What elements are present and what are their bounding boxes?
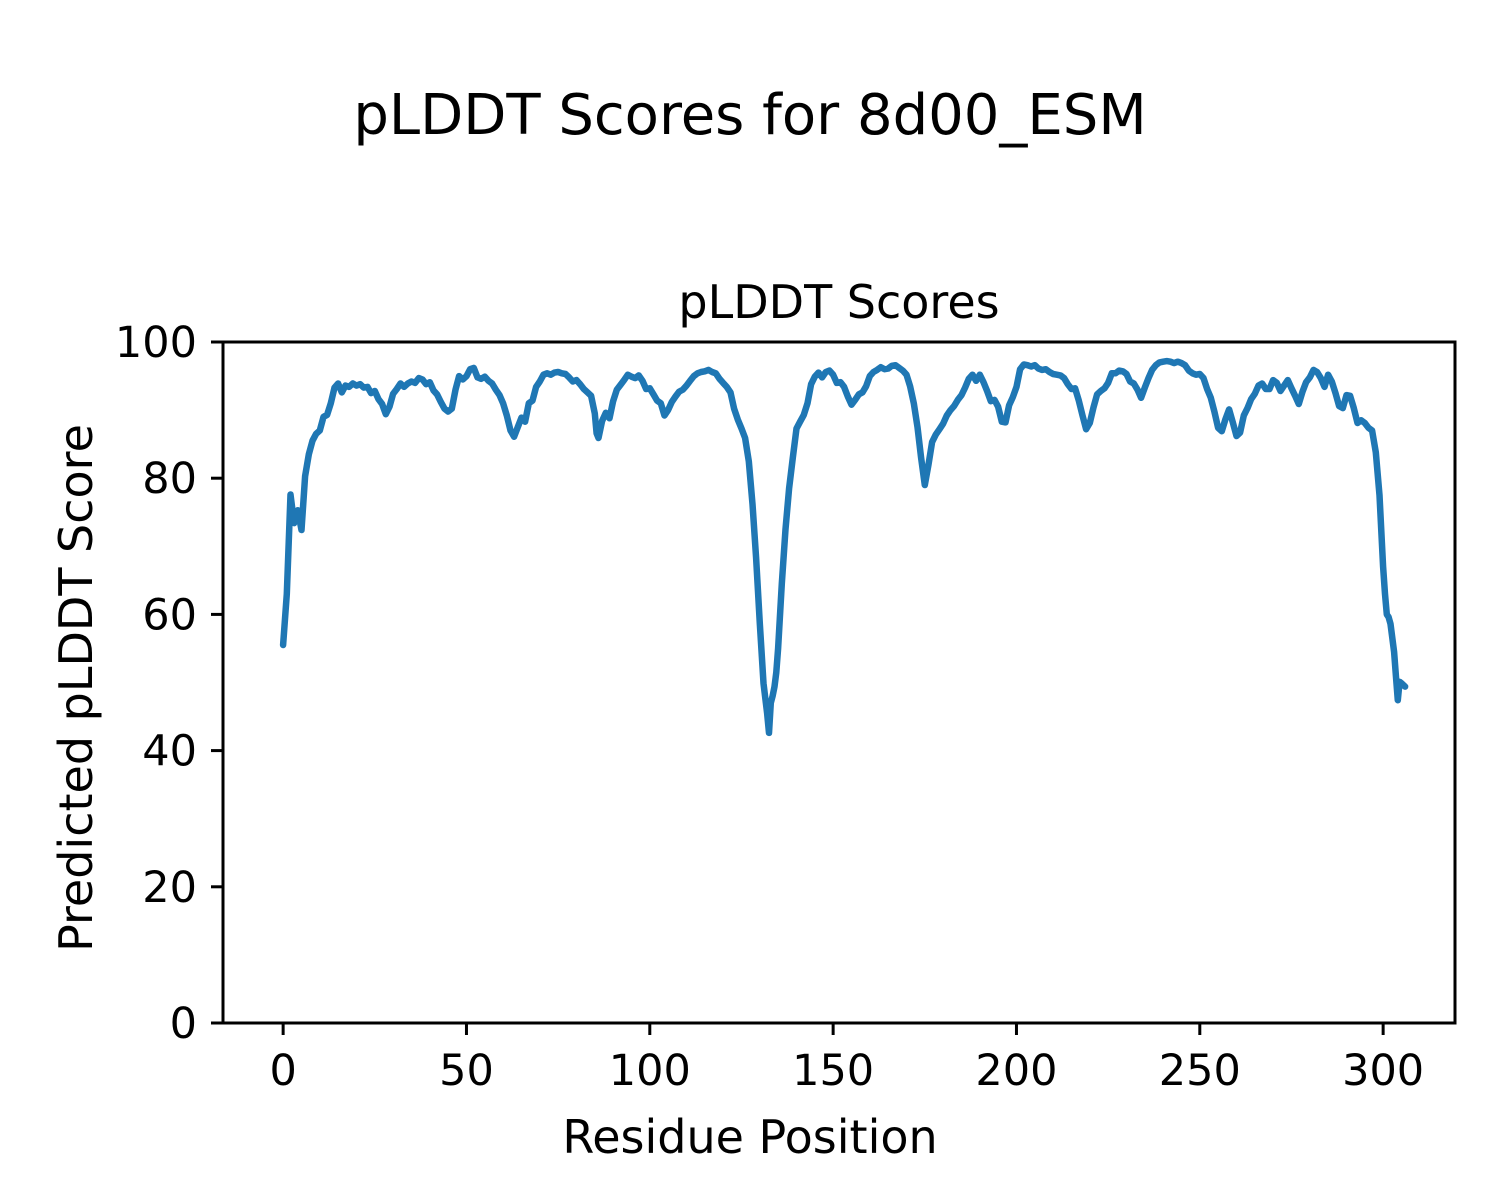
x-axis-label: Residue Position: [562, 1110, 938, 1164]
x-tick-label: 0: [269, 1046, 296, 1096]
x-tick-label: 200: [975, 1046, 1057, 1096]
y-tick-label: 0: [170, 999, 197, 1049]
x-tick-label: 300: [1342, 1046, 1424, 1096]
x-tick-label: 150: [792, 1046, 874, 1096]
y-tick-label: 20: [142, 863, 197, 913]
x-tick-label: 50: [439, 1046, 494, 1096]
x-tick-label: 250: [1159, 1046, 1241, 1096]
figure-title: pLDDT Scores for 8d00_ESM: [353, 83, 1147, 148]
x-tick-label: 100: [609, 1046, 691, 1096]
axes-spines: [221, 340, 1457, 1025]
y-tick-label: 40: [142, 727, 197, 777]
y-tick-label: 80: [142, 454, 197, 504]
y-tick-label: 100: [115, 318, 197, 368]
axes-title: pLDDT Scores: [678, 275, 1000, 329]
y-tick-label: 60: [142, 590, 197, 640]
plddt-line: [279, 357, 1409, 737]
